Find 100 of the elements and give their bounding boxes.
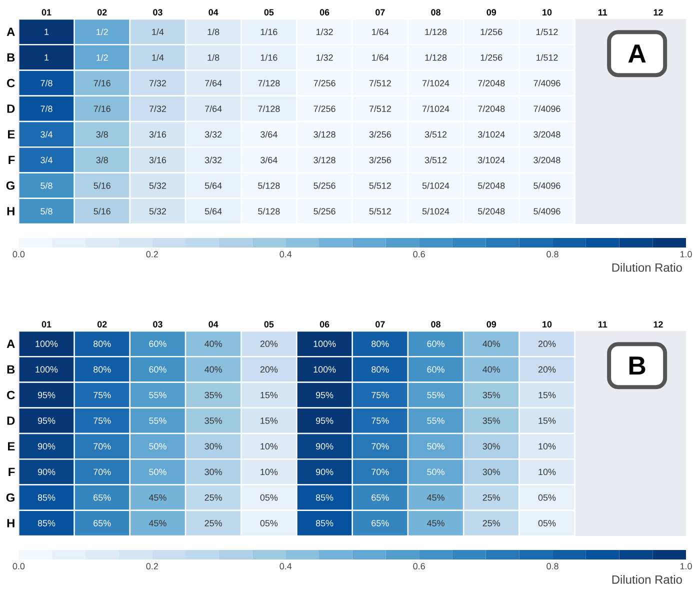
data-label: 30% <box>204 443 222 450</box>
data-label: 70% <box>372 443 389 450</box>
y-tick-label: F <box>8 468 15 476</box>
data-label: 95% <box>38 392 56 398</box>
data-label: 50% <box>149 468 166 476</box>
data-label: 70% <box>94 468 111 476</box>
data-label: 30% <box>204 468 222 476</box>
data-label: 65% <box>94 494 111 501</box>
data-label: 50% <box>427 468 444 476</box>
y-tick-label: A <box>6 340 15 348</box>
data-label: 3/16 <box>149 156 166 164</box>
data-label: 35% <box>204 418 222 424</box>
data-label: 7/8 <box>40 105 52 112</box>
data-label: 3/8 <box>96 156 108 164</box>
data-label: 80% <box>94 340 111 347</box>
data-label: 40% <box>482 366 500 373</box>
y-tick-label: G <box>6 181 14 190</box>
data-label: 1/4 <box>152 54 164 61</box>
data-label: 05% <box>538 520 556 526</box>
data-label: 45% <box>148 520 166 526</box>
data-label: 5/1024 <box>422 208 450 214</box>
x-tick-label: 06 <box>320 9 330 16</box>
data-label: 1/512 <box>536 28 558 36</box>
y-tick-label: E <box>8 442 15 450</box>
data-label: 1/128 <box>425 54 447 61</box>
data-label: 15% <box>260 418 278 424</box>
x-tick-label: 07 <box>376 321 385 328</box>
color-bar-label: 1.0 <box>680 563 692 570</box>
data-label: 40% <box>482 340 500 347</box>
data-label: 3/8 <box>96 131 108 138</box>
data-label: 40% <box>204 340 222 347</box>
data-label: 7/64 <box>205 105 222 112</box>
data-label: 50% <box>149 443 166 450</box>
data-label: 3/4 <box>40 131 52 138</box>
data-label: 75% <box>94 418 111 424</box>
data-label: 3/1024 <box>478 131 505 138</box>
data-label: 5/2048 <box>478 208 505 214</box>
x-tick-label: 08 <box>431 9 440 16</box>
data-label: 35% <box>204 392 222 398</box>
x-tick-label: 12 <box>654 9 663 16</box>
data-label: 7/8 <box>40 80 52 86</box>
data-label: 60% <box>427 340 444 347</box>
data-label: 1/256 <box>480 28 502 36</box>
data-label: 45% <box>148 494 166 501</box>
data-label: 5/8 <box>40 208 52 214</box>
y-tick-label: H <box>7 519 14 528</box>
data-label: 5/8 <box>40 182 52 189</box>
data-label: 90% <box>38 443 56 450</box>
data-label: 3/2048 <box>534 131 560 138</box>
x-tick-label: 05 <box>264 321 274 328</box>
data-label: 7/16 <box>94 105 110 112</box>
data-label: 45% <box>426 494 444 501</box>
color-bar-label: 0.6 <box>413 251 425 258</box>
data-label: 1/32 <box>316 28 333 36</box>
data-label: 100% <box>36 340 58 347</box>
data-label: 85% <box>38 520 56 526</box>
data-label: 30% <box>482 443 500 450</box>
x-tick-label: 01 <box>42 9 52 16</box>
data-label: 15% <box>538 418 556 424</box>
x-tick-label: 11 <box>598 9 608 16</box>
data-label: 7/16 <box>94 80 110 86</box>
x-tick-label: 01 <box>42 321 52 328</box>
data-label: 7/1024 <box>422 80 450 86</box>
data-label: 95% <box>316 418 334 424</box>
data-label: 7/64 <box>205 80 222 86</box>
data-label: 25% <box>482 520 500 526</box>
data-label: 5/16 <box>94 208 110 214</box>
x-tick-label: 09 <box>486 9 496 16</box>
data-label: 20% <box>538 340 556 347</box>
data-label: 05% <box>260 494 278 501</box>
data-label: 40% <box>204 366 222 373</box>
data-label: 1/512 <box>536 54 558 61</box>
y-tick-label: F <box>8 156 15 164</box>
data-label: 3/1024 <box>478 156 505 164</box>
y-tick-label: B <box>7 365 15 374</box>
data-label: 5/64 <box>204 208 222 214</box>
data-label: 35% <box>482 418 500 424</box>
data-label: 1/16 <box>260 28 278 36</box>
data-label: 90% <box>38 468 56 476</box>
annotation: B <box>629 356 646 375</box>
data-label: 5/32 <box>149 182 166 189</box>
data-label: 85% <box>38 494 56 501</box>
data-label: 95% <box>316 392 334 398</box>
data-label: 20% <box>538 366 556 373</box>
data-label: 15% <box>538 392 556 398</box>
data-label: 55% <box>427 392 444 398</box>
data-label: 5/256 <box>314 182 336 189</box>
data-label: 3/256 <box>369 156 391 164</box>
data-label: 5/128 <box>258 208 280 214</box>
data-label: 05% <box>260 520 278 526</box>
data-label: 3/32 <box>204 156 222 164</box>
y-tick-label: C <box>7 390 15 400</box>
color-bar-title: Dilution Ratio <box>612 263 682 272</box>
data-label: 3/16 <box>149 131 166 138</box>
data-label: 20% <box>260 340 278 347</box>
data-label: 1/128 <box>425 28 447 36</box>
data-label: 1/4 <box>152 28 164 36</box>
data-label: 5/512 <box>369 182 391 189</box>
y-tick-label: A <box>6 28 15 36</box>
data-label: 60% <box>149 366 166 373</box>
